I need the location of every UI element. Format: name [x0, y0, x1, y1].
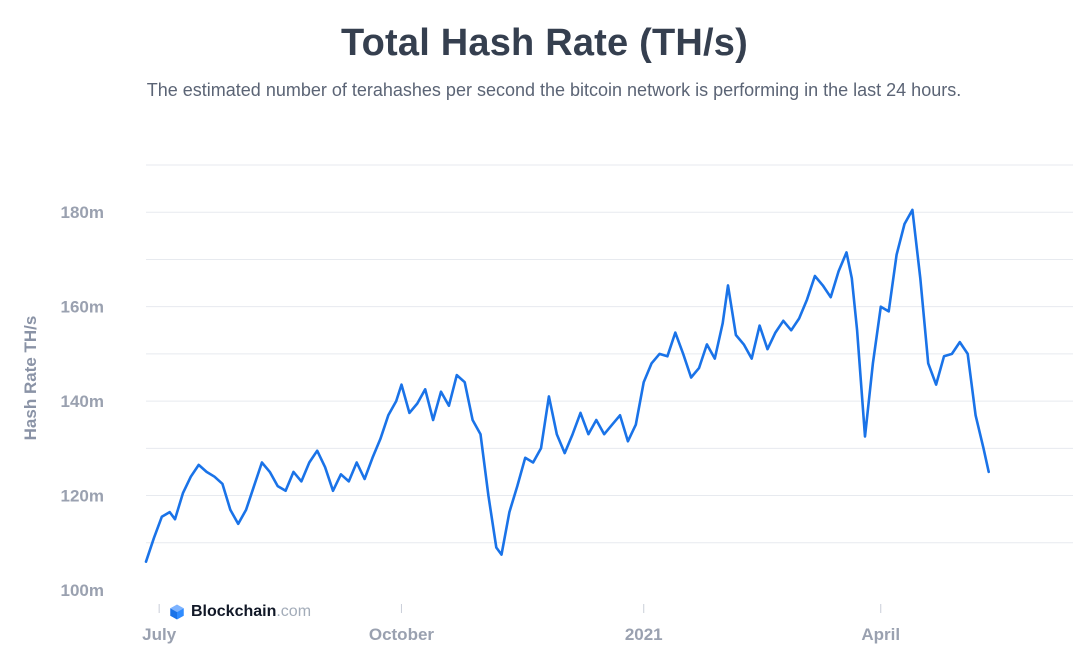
x-tick-label: July — [142, 625, 177, 644]
x-tick-label: 2021 — [625, 625, 663, 644]
series-layer — [144, 208, 990, 563]
y-tick-label: 160m — [61, 298, 104, 317]
series-line — [144, 208, 990, 563]
y-axis-label: Hash Rate TH/s — [21, 316, 40, 441]
y-tick-label: 120m — [61, 487, 104, 506]
page-subtitle: The estimated number of terahashes per s… — [146, 80, 962, 100]
axis-layer: 100m 120m 140m 160m 180m July October 2021 April — [61, 203, 901, 644]
blockchain-cube-icon — [170, 604, 184, 620]
brand-suffix: .com — [276, 603, 312, 620]
y-tick-label: 180m — [61, 203, 104, 222]
brand-name: Blockchain — [191, 603, 277, 620]
brand-watermark: Blockchain .com — [168, 601, 311, 623]
y-tick-label: 100m — [61, 581, 104, 600]
grid-layer — [146, 164, 1073, 544]
x-tick-label: April — [861, 625, 900, 644]
page-title: Total Hash Rate (TH/s) — [341, 22, 748, 64]
y-tick-label: 140m — [61, 392, 104, 411]
x-tick-label: October — [369, 625, 435, 644]
